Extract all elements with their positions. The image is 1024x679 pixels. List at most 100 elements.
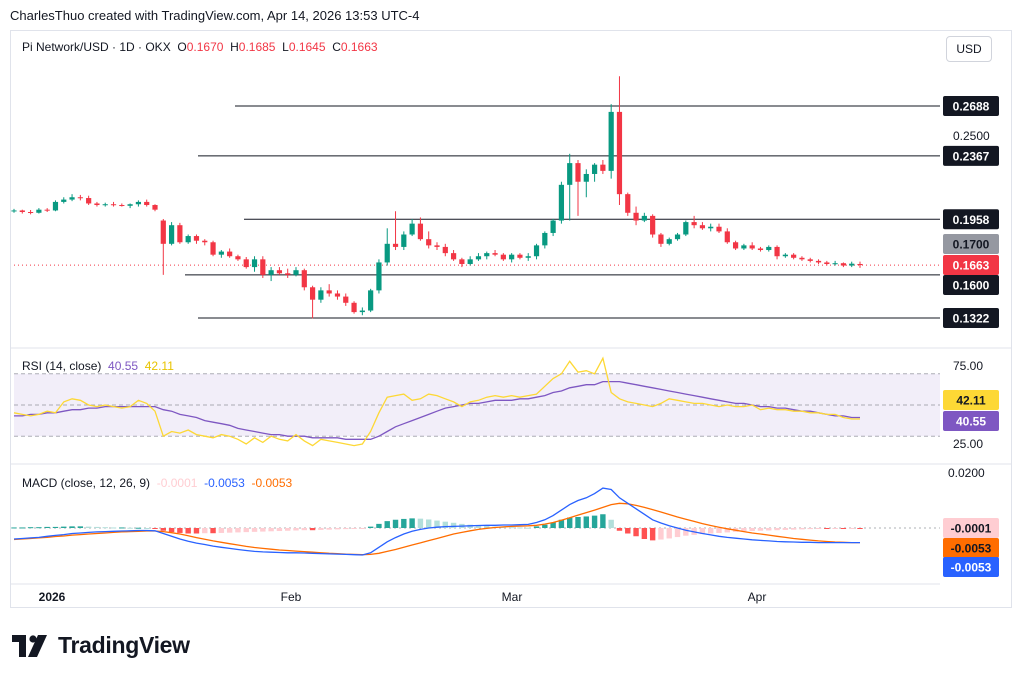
candle-body	[376, 262, 382, 291]
rsi-axis-tick: 75.00	[953, 359, 983, 373]
candle-body	[218, 251, 224, 255]
macd-histogram-bar	[343, 528, 349, 530]
macd-histogram-bar	[77, 526, 84, 528]
macd-histogram-bar	[724, 528, 730, 533]
macd-histogram-bar	[392, 519, 399, 528]
candle-body	[119, 205, 125, 207]
candle-body	[782, 254, 788, 257]
close-label: C	[332, 40, 341, 54]
rsi-value-label-bg	[943, 411, 999, 431]
macd-histogram-bar	[815, 528, 822, 529]
macd-histogram-bar	[417, 518, 424, 528]
macd-title: MACD (close, 12, 26, 9)	[22, 476, 151, 490]
candle-body	[77, 197, 83, 199]
macd-histogram-bar	[774, 528, 780, 531]
symbol-name[interactable]: Pi Network/USD · 1D · OKX	[22, 40, 171, 54]
candle-body	[840, 263, 847, 266]
price-level-label-bg	[943, 275, 999, 295]
rsi-title: RSI (14, close)	[22, 359, 102, 373]
macd-histogram-bar	[849, 528, 855, 529]
macd-histogram-bar	[27, 527, 34, 529]
rsi-ma-value: 42.11	[144, 359, 174, 373]
candle-body	[583, 173, 589, 182]
candle-body	[144, 201, 150, 206]
currency-button[interactable]: USD	[946, 36, 992, 62]
candle-body	[293, 270, 299, 275]
candle-body	[450, 253, 457, 260]
candle-body	[309, 287, 316, 300]
macd-histogram-bar	[716, 528, 722, 533]
macd-histogram-bar	[119, 527, 125, 529]
candle-body	[732, 242, 739, 249]
macd-histogram-bar	[583, 516, 589, 528]
macd-legend[interactable]: MACD (close, 12, 26, 9) -0.0001 -0.0053 …	[22, 476, 292, 490]
macd-line	[13, 487, 860, 556]
rsi-legend[interactable]: RSI (14, close) 40.55 42.11	[22, 359, 174, 373]
macd-histogram-bar	[683, 528, 689, 536]
macd-histogram-bar	[301, 528, 307, 531]
macd-histogram-bar	[351, 528, 357, 529]
candle-body	[815, 260, 822, 263]
macd-histogram-bar	[426, 519, 432, 528]
macd-histogram-bar	[450, 522, 457, 528]
macd-histogram-bar	[226, 528, 233, 533]
price-level-label-bg	[943, 209, 999, 230]
macd-histogram-bar	[567, 517, 573, 528]
macd-signal-value: -0.0053	[251, 476, 293, 490]
macd-value-label-bg	[943, 557, 999, 577]
candle-body	[318, 290, 324, 300]
candle-body	[467, 259, 473, 264]
candle-body	[658, 234, 664, 244]
rsi-ma-line	[14, 380, 860, 440]
macd-histogram-bar	[251, 528, 258, 532]
macd-histogram-bar	[135, 527, 142, 529]
macd-histogram-bar	[600, 514, 606, 528]
macd-histogram-bar	[666, 528, 672, 539]
macd-histogram-bar	[69, 526, 75, 528]
candle-body	[475, 256, 482, 260]
symbol-legend[interactable]: Pi Network/USD · 1D · OKX O0.1670 H0.168…	[22, 40, 378, 54]
candle-body	[243, 259, 249, 268]
candle-body	[509, 254, 515, 260]
macd-histogram-bar	[550, 522, 556, 528]
macd-histogram-bar	[293, 528, 299, 531]
price-high-label-bg	[943, 234, 999, 254]
candle-body	[160, 220, 166, 244]
macd-histogram-bar	[168, 528, 175, 533]
candle-body	[235, 256, 241, 260]
candle-body	[301, 270, 307, 288]
macd-histogram-bar	[649, 528, 656, 541]
macd-histogram-bar	[36, 527, 42, 529]
macd-histogram-bar	[517, 527, 523, 529]
macd-histogram-bar	[608, 519, 614, 528]
candle-body	[227, 251, 233, 257]
price-level-label-bg	[943, 145, 999, 166]
candle-body	[567, 163, 573, 185]
chart-author-header: CharlesThuo created with TradingView.com…	[10, 8, 420, 23]
candle-body	[401, 234, 407, 247]
macd-histogram-bar	[708, 528, 714, 534]
close-value: 0.1663	[340, 40, 378, 54]
candle-body	[434, 245, 440, 247]
candle-body	[260, 259, 266, 275]
macd-histogram-bar	[533, 526, 540, 528]
macd-histogram-bar	[525, 527, 531, 529]
macd-histogram-bar	[334, 528, 341, 530]
macd-histogram-bar	[309, 528, 316, 531]
candle-body	[459, 259, 465, 264]
candle-body	[666, 239, 672, 244]
price-level-label: 0.1600	[953, 279, 990, 293]
macd-histogram-bar	[409, 518, 415, 528]
last-price-label: 0.1663	[953, 259, 990, 273]
macd-histogram-bar	[591, 515, 598, 528]
candle-body	[683, 222, 689, 235]
open-label: O	[177, 40, 187, 54]
candle-body	[492, 253, 498, 255]
candle-body	[641, 215, 647, 221]
tradingview-footer[interactable]: TradingView	[12, 632, 190, 659]
candle-body	[210, 242, 216, 255]
macd-histogram-bar	[110, 527, 117, 529]
last-price-label-bg	[943, 255, 999, 275]
price-axis-tick: 0.2500	[953, 129, 990, 143]
